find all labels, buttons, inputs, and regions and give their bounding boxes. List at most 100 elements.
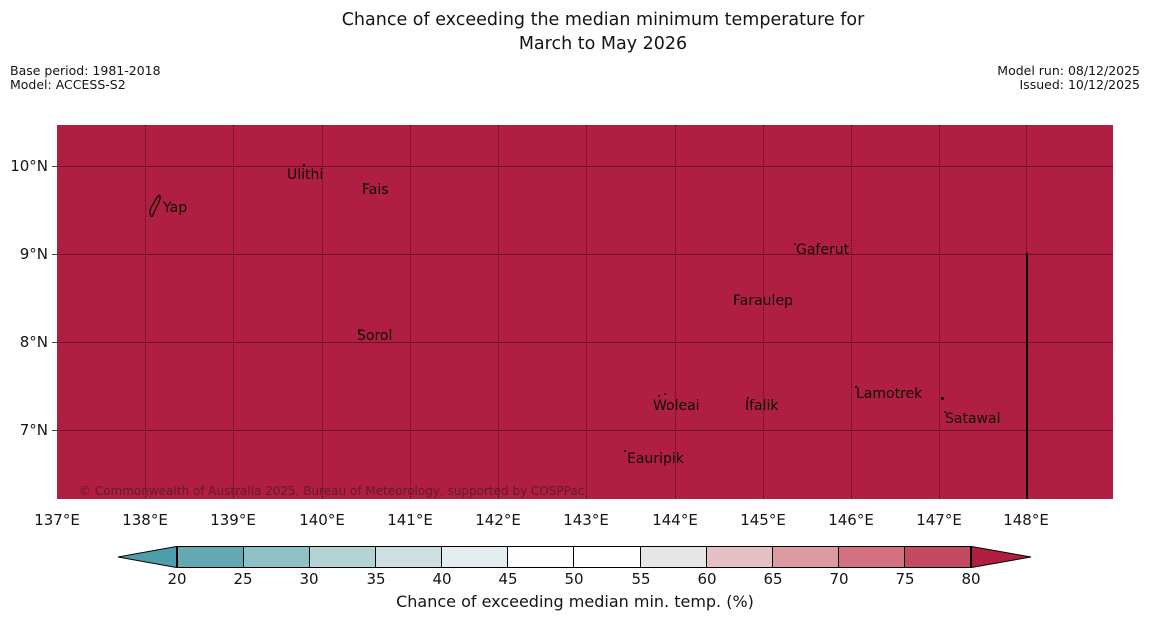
x-axis-tick: 140°E (299, 511, 345, 529)
colorbar-tick: 45 (498, 570, 518, 588)
place-label-faraulep: Faraulep (733, 293, 793, 309)
faraulep-islet-marker (734, 296, 736, 298)
gridline-vertical (410, 125, 411, 499)
colorbar-tick: 75 (895, 570, 915, 588)
colorbar-tick: 40 (432, 570, 452, 588)
faraulep-islet-marker (790, 303, 792, 305)
sorol-islet-marker (358, 329, 361, 332)
region-boundary-line (1026, 253, 1028, 499)
colorbar-tick: 50 (564, 570, 584, 588)
page-title: Chance of exceeding the median minimum t… (342, 8, 865, 56)
colorbar-segment (178, 547, 244, 567)
colorbar-segment (903, 547, 970, 567)
place-label-lamotrek: Lamotrek (856, 386, 923, 402)
colorbar-tick: 25 (233, 570, 253, 588)
ulithi-islet-marker (303, 164, 305, 166)
y-tick-mark (52, 166, 57, 167)
gridline-vertical (763, 125, 764, 499)
woleai-islet-marker (664, 393, 666, 395)
colorbar-segment (375, 547, 442, 567)
gridline-vertical (145, 125, 146, 499)
x-axis-tick: 137°E (34, 511, 80, 529)
fais-islet-marker (363, 183, 365, 185)
colorbar-tick: 30 (299, 570, 319, 588)
colorbar-tick: 60 (697, 570, 717, 588)
y-axis-tick: 7°N (19, 421, 48, 439)
woleai-islet-marker (658, 395, 660, 397)
map-panel: Yap Ulithi Fais Gaferut Faraulep Sorol W… (57, 125, 1113, 499)
x-axis-tick: 147°E (916, 511, 962, 529)
gridline-vertical (675, 125, 676, 499)
colorbar-segment (639, 547, 706, 567)
x-axis-tick: 142°E (475, 511, 521, 529)
place-label-woleai: Woleai (653, 398, 700, 414)
colorbar-segment (771, 547, 838, 567)
colorbar-tick: 55 (631, 570, 651, 588)
colorbar-segment (573, 547, 640, 567)
gridline-vertical (498, 125, 499, 499)
x-axis-tick: 144°E (652, 511, 698, 529)
x-axis-tick: 145°E (740, 511, 786, 529)
place-label-ulithi: Ulithi (287, 167, 324, 183)
gridline-vertical (586, 125, 587, 499)
place-label-sorol: Sorol (357, 328, 393, 344)
gridline-vertical (939, 125, 940, 499)
colorbar (177, 546, 971, 568)
y-tick-mark (52, 342, 57, 343)
x-axis-tick: 141°E (387, 511, 433, 529)
colorbar-tick: 65 (763, 570, 783, 588)
gridline-horizontal (57, 430, 1113, 431)
place-label-ifalik: Ifalik (745, 398, 779, 414)
y-tick-mark (52, 254, 57, 255)
gridline-horizontal (57, 342, 1113, 343)
islet-marker (941, 397, 944, 400)
y-axis-tick: 10°N (10, 157, 48, 175)
colorbar-segment (441, 547, 508, 567)
title-line-1: Chance of exceeding the median minimum t… (341, 10, 865, 30)
colorbar-tick: 70 (829, 570, 849, 588)
lamotrek-islet-marker (855, 386, 857, 388)
x-axis-tick: 148°E (1003, 511, 1049, 529)
gridline-horizontal (57, 166, 1113, 167)
metadata-right: Model run: 08/12/2025 Issued: 10/12/2025 (997, 64, 1140, 91)
gridline-horizontal (57, 254, 1113, 255)
gridline-vertical (322, 125, 323, 499)
x-axis-tick: 138°E (122, 511, 168, 529)
colorbar-segment (243, 547, 310, 567)
colorbar-over-arrow (971, 546, 1032, 568)
copyright-text: © Commonwealth of Australia 2025, Bureau… (79, 484, 585, 498)
place-label-yap: Yap (163, 200, 188, 216)
ifalik-islet-marker (747, 397, 749, 399)
colorbar-under-arrow (117, 546, 177, 568)
colorbar-tick: 80 (961, 570, 981, 588)
gridline-vertical (233, 125, 234, 499)
y-axis-tick: 9°N (19, 245, 48, 263)
place-label-satawal: Satawal (945, 411, 1001, 427)
colorbar-axis-label: Chance of exceeding median min. temp. (%… (396, 592, 754, 611)
yap-island-outline (149, 194, 161, 218)
colorbar-segment (837, 547, 904, 567)
colorbar-segment (309, 547, 376, 567)
metadata-left: Base period: 1981-2018 Model: ACCESS-S2 (10, 64, 161, 91)
y-tick-mark (52, 430, 57, 431)
y-axis-tick: 8°N (19, 333, 48, 351)
eauripik-islet-marker (624, 450, 626, 452)
x-axis-tick: 143°E (563, 511, 609, 529)
gaferut-islet-marker (794, 243, 796, 245)
issued-text: Issued: 10/12/2025 (1019, 76, 1141, 92)
colorbar-tick: 35 (366, 570, 386, 588)
satawal-islet-marker (944, 411, 946, 413)
place-label-gaferut: Gaferut (796, 242, 850, 258)
x-axis-tick: 146°E (828, 511, 874, 529)
colorbar-tick: 20 (167, 570, 187, 588)
x-axis-tick: 139°E (210, 511, 256, 529)
base-period-text: Base period: 1981-2018 (10, 63, 161, 78)
title-line-2: March to May 2026 (518, 34, 688, 54)
gridline-vertical (851, 125, 852, 499)
model-text: Model: ACCESS-S2 (10, 76, 126, 92)
colorbar-segment (507, 547, 574, 567)
place-label-fais: Fais (362, 182, 389, 198)
place-label-eauripik: Eauripik (627, 451, 684, 467)
model-run-text: Model run: 08/12/2025 (997, 63, 1140, 78)
